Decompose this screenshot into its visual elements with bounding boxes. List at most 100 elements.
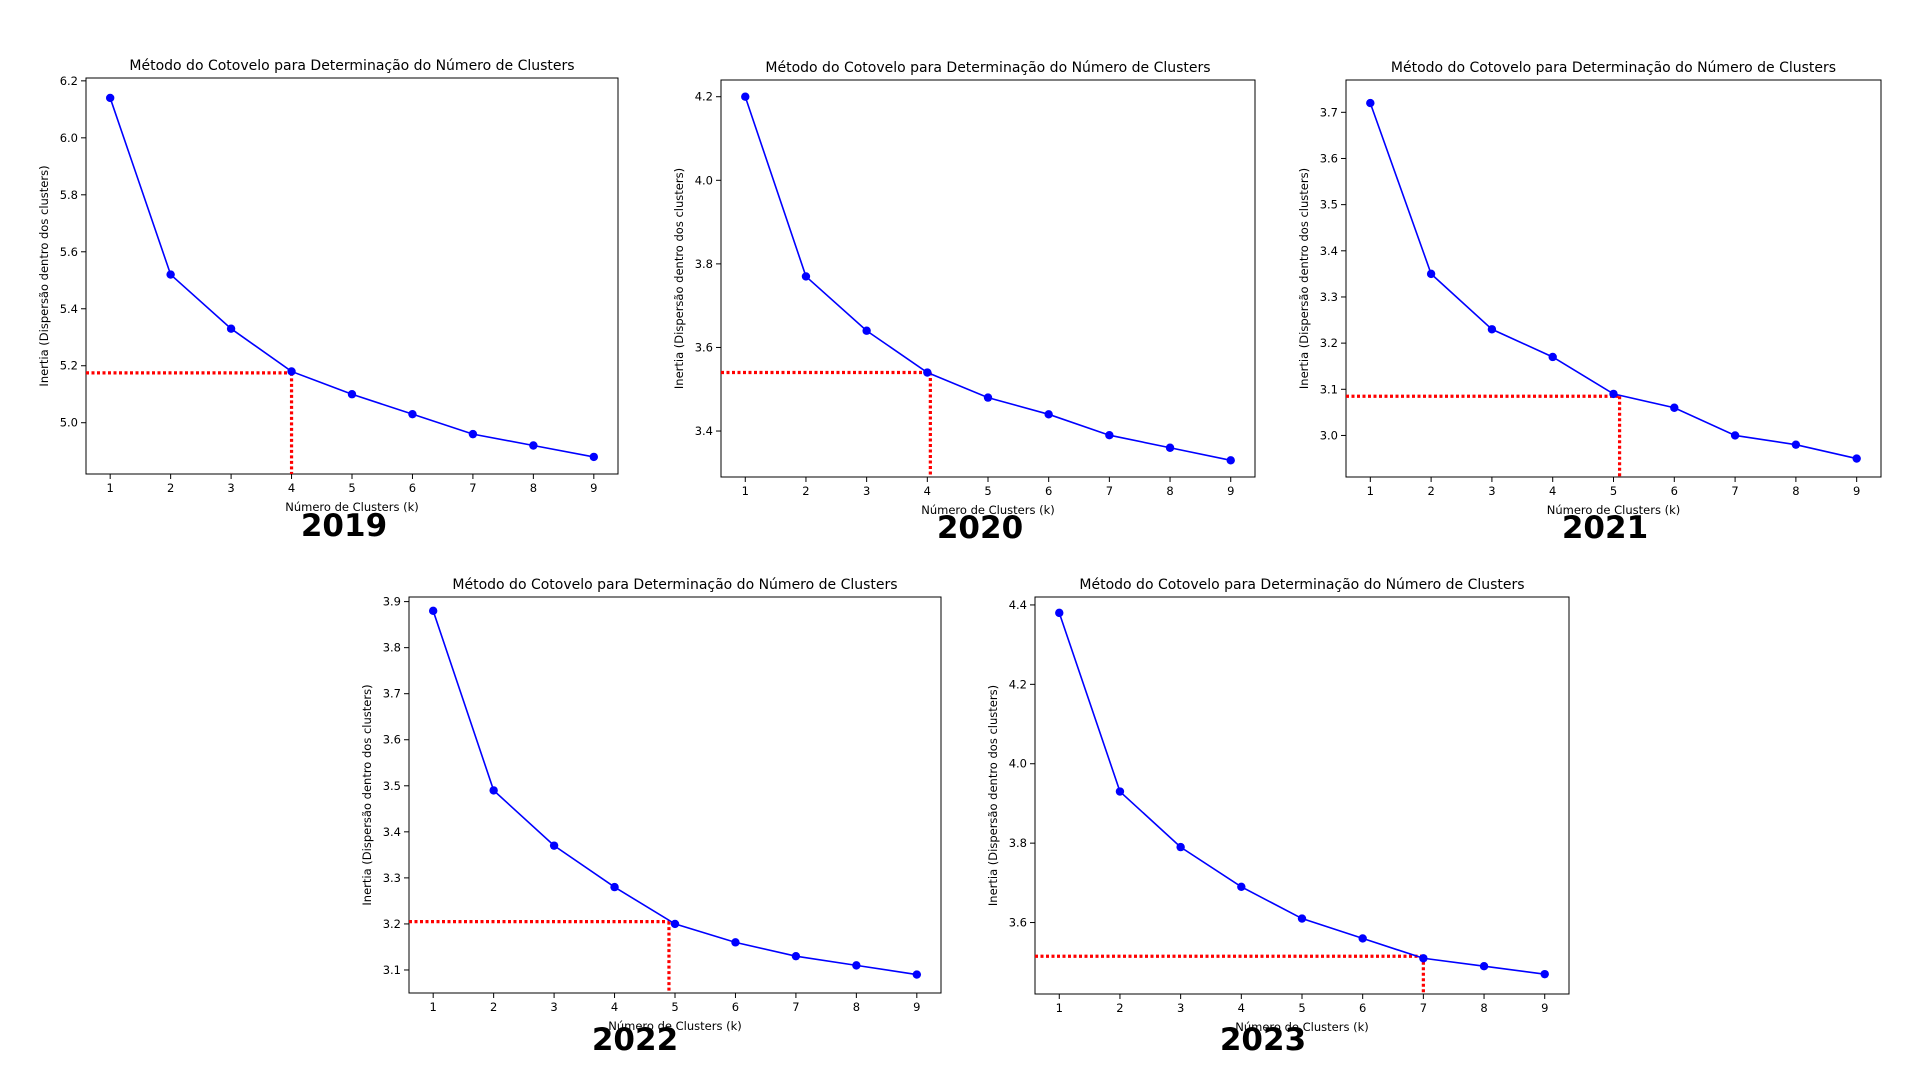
x-tick-label: 8 [1792, 484, 1799, 498]
y-axis-label: Inertia (Dispersão dentro dos clusters) [1297, 168, 1311, 389]
chart-title: Método do Cotovelo para Determinação do … [1391, 60, 1836, 76]
y-tick-label: 3.0 [1320, 428, 1338, 442]
year-caption-2022: 2022 [591, 1022, 679, 1058]
x-tick-label: 5 [671, 1000, 678, 1014]
y-tick-label: 3.1 [383, 963, 401, 977]
data-point [287, 367, 296, 376]
y-tick-label: 3.5 [383, 779, 401, 793]
data-point [741, 92, 750, 101]
x-tick-label: 1 [1056, 1001, 1063, 1015]
x-tick-label: 3 [550, 1000, 557, 1014]
x-tick-label: 3 [1488, 484, 1495, 498]
y-tick-label: 3.4 [383, 825, 401, 839]
y-axis-label: Inertia (Dispersão dentro dos clusters) [986, 685, 1000, 906]
y-tick-label: 3.7 [1320, 105, 1338, 119]
x-tick-label: 7 [1420, 1001, 1427, 1015]
chart-title: Método do Cotovelo para Determinação do … [1079, 577, 1524, 593]
data-point [1297, 914, 1307, 923]
data-point [1055, 608, 1064, 618]
x-tick-label: 9 [590, 481, 597, 495]
x-tick-label: 2 [167, 481, 174, 495]
data-point [549, 841, 559, 850]
x-tick-label: 6 [1045, 484, 1052, 498]
chart-title: Método do Cotovelo para Determinação do … [129, 58, 574, 74]
y-tick-label: 4.2 [695, 90, 713, 104]
y-tick-label: 4.2 [1009, 677, 1027, 691]
data-point [1044, 410, 1053, 419]
inertia-series-line [1058, 612, 1545, 975]
chart-title: Método do Cotovelo para Determinação do … [452, 577, 897, 593]
x-tick-label: 1 [430, 1000, 437, 1014]
data-point [347, 390, 357, 399]
year-caption-2021: 2021 [1561, 510, 1649, 546]
x-tick-label: 8 [1480, 1001, 1487, 1015]
data-point [1237, 882, 1246, 892]
data-point [1226, 456, 1235, 465]
y-tick-label: 3.7 [383, 687, 401, 701]
data-point [1791, 440, 1801, 449]
y-tick-label: 3.9 [383, 595, 401, 609]
chart-title: Método do Cotovelo para Determinação do … [765, 60, 1210, 76]
data-point [226, 324, 236, 333]
inertia-series-line [744, 96, 1231, 462]
data-point [801, 272, 811, 281]
y-tick-label: 5.6 [60, 245, 78, 259]
y-axis-label: Inertia (Dispersão dentro dos clusters) [672, 168, 686, 389]
y-tick-label: 4.4 [1009, 598, 1027, 612]
x-tick-label: 3 [227, 481, 234, 495]
data-point [610, 882, 619, 892]
x-tick-label: 5 [1610, 484, 1617, 498]
y-tick-label: 3.6 [1009, 916, 1027, 930]
x-tick-label: 4 [1238, 1001, 1245, 1015]
y-tick-label: 3.5 [1320, 198, 1338, 212]
data-point [852, 961, 861, 970]
data-point [468, 429, 478, 439]
data-point [1366, 98, 1375, 108]
x-tick-label: 2 [490, 1000, 497, 1014]
data-point [1105, 431, 1114, 440]
x-tick-label: 1 [1367, 484, 1374, 498]
x-tick-label: 6 [409, 481, 416, 495]
plot-frame [720, 79, 1256, 478]
y-tick-label: 3.8 [1009, 836, 1027, 850]
data-point [912, 970, 922, 979]
x-tick-label: 6 [1671, 484, 1678, 498]
y-tick-label: 3.3 [1320, 290, 1338, 304]
data-point [105, 93, 115, 103]
y-tick-label: 3.3 [383, 871, 401, 885]
y-axis-label: Inertia (Dispersão dentro dos clusters) [37, 165, 51, 386]
data-point [923, 368, 932, 377]
y-tick-label: 3.6 [695, 340, 713, 354]
x-tick-label: 8 [530, 481, 537, 495]
data-point [791, 951, 801, 961]
x-tick-label: 3 [863, 484, 870, 498]
x-tick-label: 9 [1541, 1001, 1548, 1015]
x-tick-label: 7 [1106, 484, 1113, 498]
y-tick-label: 3.8 [695, 257, 713, 271]
y-tick-label: 5.2 [60, 359, 78, 373]
x-tick-label: 6 [732, 1000, 739, 1014]
data-point [408, 409, 417, 419]
y-axis-label: Inertia (Dispersão dentro dos clusters) [360, 684, 374, 905]
data-point [1540, 969, 1549, 979]
plot-frame [1345, 79, 1882, 478]
x-tick-label: 2 [1427, 484, 1434, 498]
inertia-series-line [432, 610, 917, 976]
y-tick-label: 3.4 [1320, 244, 1338, 258]
y-tick-label: 6.2 [60, 74, 78, 88]
y-tick-label: 3.2 [1320, 336, 1338, 350]
y-tick-label: 3.4 [695, 424, 713, 438]
x-tick-label: 7 [792, 1000, 799, 1014]
data-point [589, 452, 599, 462]
data-point [1670, 403, 1679, 412]
x-tick-label: 7 [469, 481, 476, 495]
x-tick-label: 5 [348, 481, 355, 495]
x-tick-label: 3 [1177, 1001, 1184, 1015]
data-point [529, 441, 538, 450]
data-point [1426, 269, 1436, 279]
y-tick-label: 3.6 [1320, 151, 1338, 165]
inertia-series-line [1369, 102, 1857, 460]
inertia-series-line [109, 97, 594, 458]
plot-frame [408, 596, 942, 994]
x-tick-label: 9 [1853, 484, 1860, 498]
